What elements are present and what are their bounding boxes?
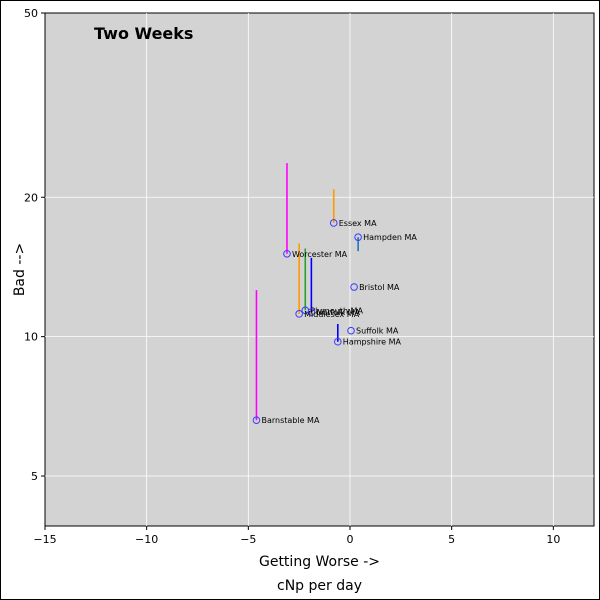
plot-area — [44, 12, 595, 527]
point-label: Plymouth MA — [310, 306, 363, 315]
grid — [45, 13, 594, 526]
y-tick-label: 10 — [24, 331, 38, 344]
data-point — [354, 233, 362, 241]
data-point — [347, 326, 355, 335]
data-point — [295, 310, 303, 318]
point-label: Hampden MA — [363, 233, 417, 242]
point-label: Worcester MA — [292, 250, 348, 259]
x-tick-label: −5 — [240, 533, 256, 546]
data-points: Essex MA Hampden MA Worcester MA Bristol MA… — [252, 219, 417, 425]
point-label: Norfolk MA — [316, 308, 360, 317]
x-tick-label: 5 — [448, 533, 455, 546]
axis-ticks: −15 −10 −5 0 5 10 5 10 20 50 — [24, 7, 560, 546]
y-tick-label: 20 — [24, 191, 38, 204]
point-label: Barnstable MA — [261, 416, 319, 425]
x-tick-label: 10 — [546, 533, 560, 546]
y-tick-label: 5 — [31, 470, 38, 483]
y-tick-label: 50 — [24, 7, 38, 20]
chart-title: Two Weeks — [94, 24, 193, 43]
trend-tails — [255, 163, 359, 421]
x-axis-label: Getting Worse -> — [259, 554, 380, 570]
point-label: Middlesex MA — [304, 310, 360, 319]
point-label: Essex MA — [339, 219, 377, 228]
data-point — [329, 219, 338, 227]
point-label: Suffolk MA — [356, 327, 399, 336]
data-point — [283, 249, 291, 258]
x-axis-unit-label: cNp per day — [277, 578, 362, 594]
data-point — [334, 337, 342, 346]
data-point — [307, 308, 316, 316]
x-tick-label: −15 — [33, 533, 56, 546]
point-label: Bristol MA — [359, 283, 400, 292]
x-tick-label: 0 — [347, 533, 354, 546]
y-axis-label: Bad --> — [12, 243, 28, 296]
data-point — [252, 416, 261, 425]
point-label: Hampshire MA — [343, 338, 402, 347]
data-point — [350, 283, 358, 291]
x-tick-label: −10 — [135, 533, 158, 546]
